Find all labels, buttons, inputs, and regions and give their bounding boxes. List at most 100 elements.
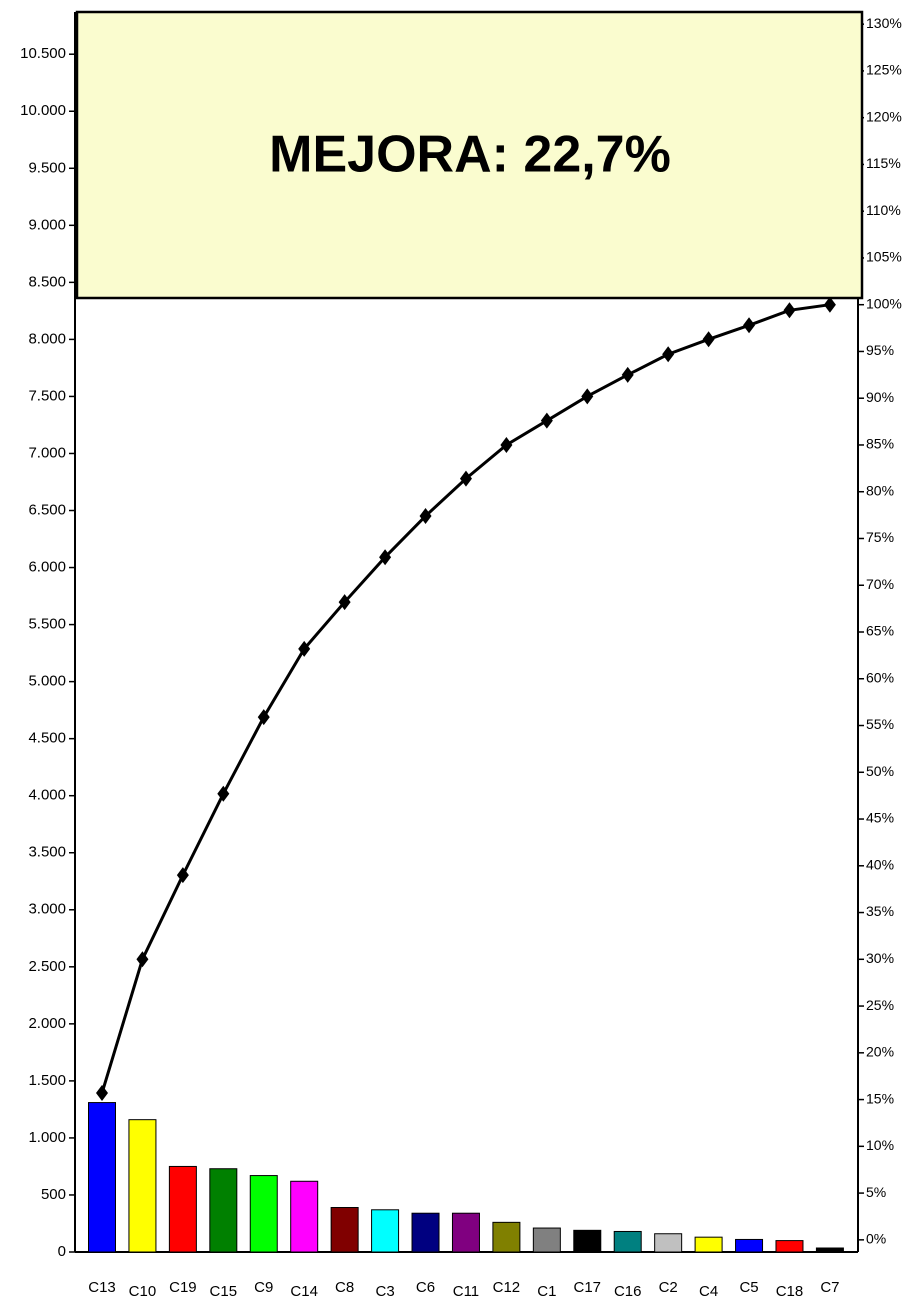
y-tick-label: 9.000: [28, 216, 66, 233]
y2-tick-label: 55%: [866, 716, 894, 732]
y2-tick-label: 105%: [866, 249, 902, 265]
bar: [209, 1168, 238, 1253]
bar: [411, 1212, 440, 1253]
x-tick-label: C1: [537, 1283, 556, 1300]
y-tick-label: 1.000: [28, 1129, 66, 1146]
y-tick-label: 3.000: [28, 901, 66, 918]
y-tick-label: 0: [58, 1243, 66, 1260]
y2-tick-label: 90%: [866, 389, 894, 405]
y-tick-label: 6.500: [28, 501, 66, 518]
y2-tick-label: 85%: [866, 436, 894, 452]
line-marker: [96, 1085, 108, 1102]
y2-tick-label: 80%: [866, 482, 894, 498]
y-tick-label: 5.000: [28, 673, 66, 690]
bar: [88, 1102, 116, 1253]
y2-tick-label: 5%: [866, 1184, 886, 1200]
y2-tick-label: 95%: [866, 342, 894, 358]
annotation-box: [75, 10, 864, 300]
y2-tick-label: 100%: [866, 295, 902, 311]
x-tick-label: C3: [375, 1283, 394, 1300]
line-marker: [379, 549, 392, 566]
x-tick-label: C14: [290, 1283, 318, 1300]
bar: [654, 1233, 683, 1253]
line-marker: [459, 470, 472, 487]
line-marker: [419, 508, 432, 525]
x-tick-label: C11: [453, 1283, 479, 1300]
y2-tick-label: 0%: [866, 1231, 886, 1247]
bar: [573, 1229, 602, 1253]
bar: [815, 1247, 844, 1253]
y-tick-label: 1.500: [28, 1072, 66, 1089]
y-tick-label: 500: [41, 1186, 66, 1203]
line-marker: [338, 594, 351, 611]
y2-tick-label: 65%: [866, 623, 894, 639]
line-marker: [136, 951, 149, 968]
y2-tick-label: 30%: [866, 950, 894, 966]
y2-tick-label: 10%: [866, 1137, 894, 1153]
y-tick-label: 4.500: [28, 730, 66, 747]
x-tick-label: C5: [739, 1279, 758, 1296]
x-tick-label: C15: [210, 1283, 238, 1300]
y2-tick-label: 35%: [866, 903, 894, 919]
line-marker: [540, 412, 553, 429]
bar: [775, 1240, 804, 1253]
y-tick-label: 7.500: [28, 387, 66, 404]
y-tick-label: 4.000: [28, 787, 66, 804]
y-tick-label: 8.000: [28, 330, 66, 347]
bar: [371, 1209, 400, 1253]
x-tick-label: C7: [820, 1279, 839, 1296]
annotation-text: MEJORA: 22,7%: [269, 126, 671, 184]
bar: [128, 1119, 157, 1253]
x-tick-label: C13: [88, 1279, 116, 1296]
y-tick-label: 10.000: [20, 102, 66, 119]
y-tick-label: 9.500: [28, 159, 66, 176]
bar: [735, 1238, 764, 1253]
y2-tick-label: 110%: [866, 202, 901, 218]
x-tick-label: C17: [574, 1279, 602, 1296]
line-marker: [823, 296, 836, 313]
x-tick-label: C16: [614, 1283, 642, 1300]
x-tick-label: C6: [416, 1279, 435, 1296]
bar: [532, 1227, 561, 1253]
bar: [451, 1212, 480, 1253]
bar: [492, 1221, 521, 1253]
y-tick-label: 2.000: [28, 1015, 66, 1032]
line-marker: [581, 388, 594, 405]
y-tick-label: 10.500: [20, 45, 66, 62]
y2-tick-label: 25%: [866, 997, 894, 1013]
y-tick-label: 2.500: [28, 958, 66, 975]
line-marker: [500, 436, 513, 453]
y2-tick-label: 45%: [866, 810, 894, 826]
y2-tick-label: 15%: [866, 1090, 894, 1106]
x-tick-label: C19: [169, 1279, 197, 1296]
y-tick-label: 5.500: [28, 616, 66, 633]
y2-tick-label: 115%: [866, 155, 901, 171]
y2-tick-label: 50%: [866, 763, 894, 779]
x-tick-label: C8: [335, 1279, 354, 1296]
bar: [249, 1175, 278, 1253]
bar: [330, 1207, 359, 1253]
bar: [613, 1230, 642, 1253]
y2-tick-label: 125%: [866, 62, 902, 78]
x-tick-label: C12: [493, 1279, 521, 1296]
x-tick-label: C10: [129, 1283, 157, 1300]
bar: [168, 1165, 197, 1253]
y2-tick-label: 20%: [866, 1044, 894, 1060]
line-marker: [702, 331, 715, 348]
cumulative-line: [100, 303, 831, 1094]
line-marker: [621, 366, 634, 383]
line-marker: [298, 640, 311, 657]
line-marker: [257, 709, 270, 726]
y-tick-label: 7.000: [28, 444, 66, 461]
line-marker: [743, 317, 756, 334]
y2-tick-label: 60%: [866, 669, 894, 685]
y2-tick-label: 40%: [866, 856, 894, 872]
y-tick-label: 8.500: [28, 273, 66, 290]
line-marker: [217, 785, 230, 802]
y2-tick-label: 130%: [866, 15, 902, 31]
line-marker: [783, 302, 796, 319]
bar: [290, 1180, 319, 1253]
x-tick-label: C18: [776, 1283, 804, 1300]
y2-tick-label: 75%: [866, 529, 894, 545]
